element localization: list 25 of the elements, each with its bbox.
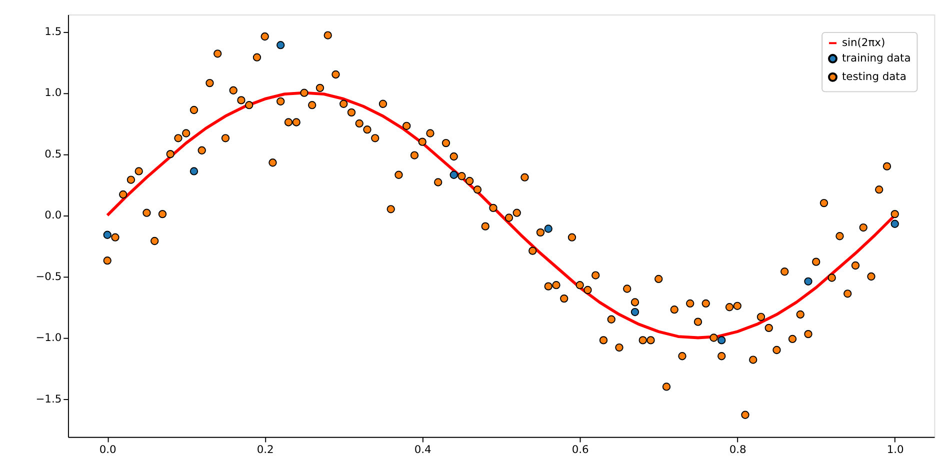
x-tick-label: 0.8 <box>729 442 747 456</box>
legend-label: testing data <box>842 70 906 84</box>
y-tick-label: −1.0 <box>36 331 62 344</box>
legend-label: sin(2πx) <box>842 36 886 50</box>
point <box>450 170 458 179</box>
y-tick-label: 1.5 <box>44 25 62 38</box>
x-tick-label: 0.0 <box>99 442 117 456</box>
y-tick-label: −1.5 <box>36 392 62 406</box>
point <box>276 41 285 50</box>
point <box>718 336 726 344</box>
point <box>630 308 640 316</box>
x-tick-label: 0.6 <box>572 442 590 456</box>
y-tick-label: 0.0 <box>44 208 62 222</box>
point <box>190 167 198 176</box>
y-tick-label: −0.5 <box>36 270 62 283</box>
x-tick-label: 0.2 <box>256 442 274 456</box>
y-tick-label: 0.5 <box>44 147 62 160</box>
legend-label: training data <box>842 52 911 65</box>
point <box>103 230 112 239</box>
x-tick-label: 1.0 <box>886 442 904 456</box>
point <box>804 277 812 286</box>
point <box>890 220 899 228</box>
point <box>544 224 552 233</box>
x-tick-label: 0.4 <box>414 442 432 456</box>
y-tick-label: 1.0 <box>44 86 62 100</box>
